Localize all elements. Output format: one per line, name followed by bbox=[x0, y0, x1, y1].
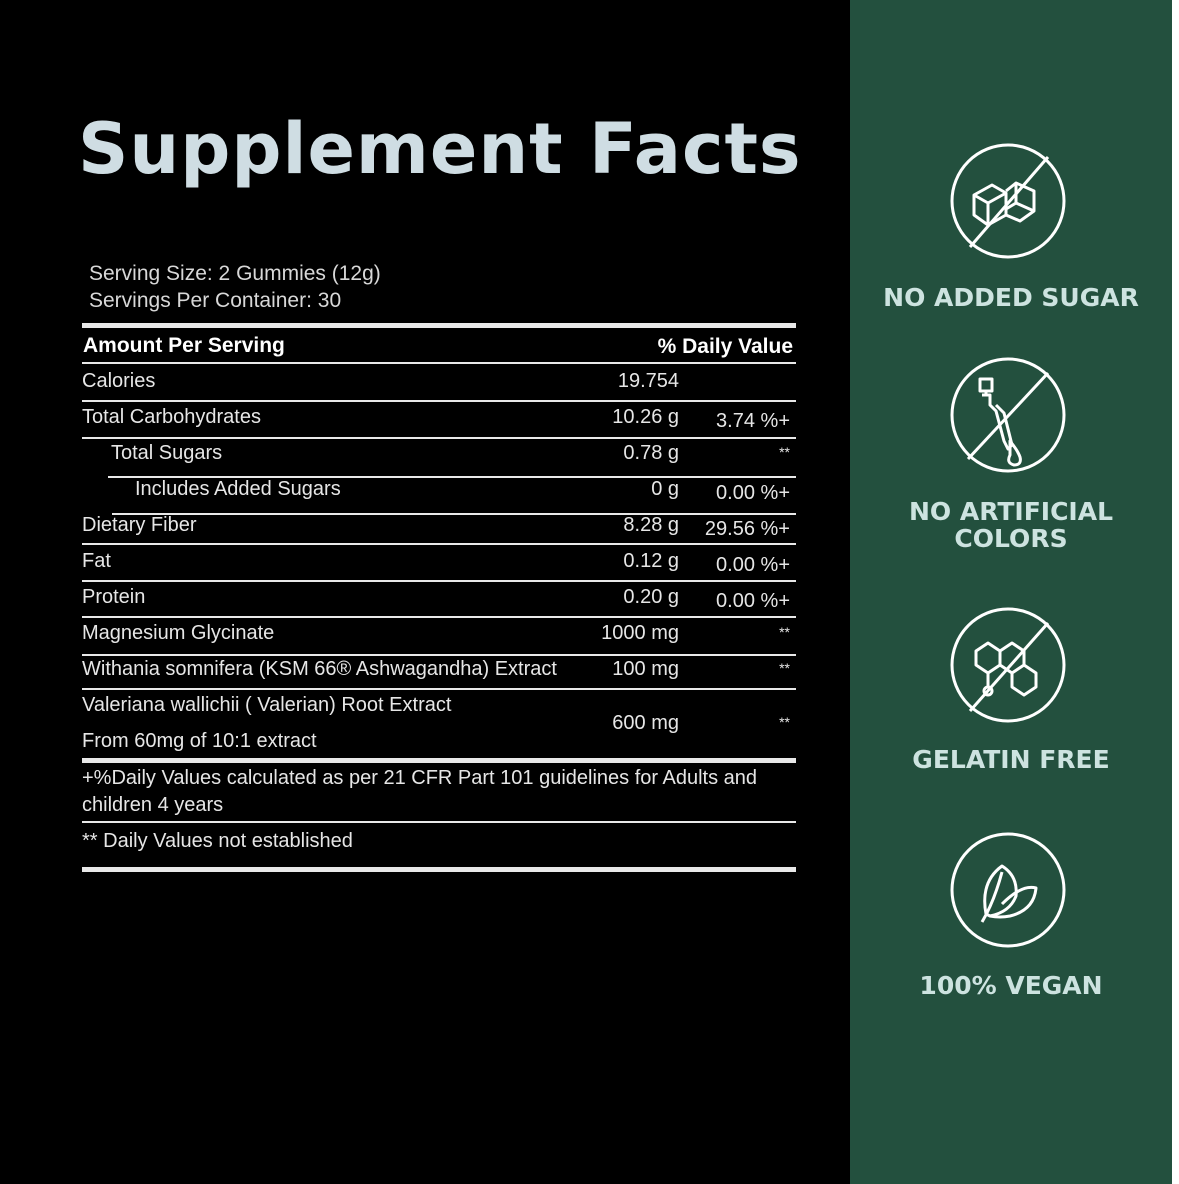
row-name: Total Sugars bbox=[111, 442, 223, 464]
header-daily-value: % Daily Value bbox=[657, 335, 793, 358]
badge-label: GELATIN FREE bbox=[912, 745, 1110, 774]
row-name: Dietary Fiber bbox=[82, 514, 197, 536]
divider bbox=[82, 616, 796, 618]
row-dv: 29.56 %+ bbox=[704, 518, 790, 540]
row-name: Calories bbox=[82, 370, 156, 392]
no-sugar-cube-icon bbox=[950, 143, 1066, 259]
row-dv: 3.74 %+ bbox=[716, 410, 790, 432]
footnote-not-established: ** Daily Values not established bbox=[82, 830, 353, 852]
row-dv: ** bbox=[779, 660, 790, 676]
divider bbox=[82, 758, 796, 763]
row-amount: 8.28 g bbox=[623, 514, 679, 536]
divider bbox=[82, 437, 796, 439]
row-dv: ** bbox=[779, 624, 790, 640]
right-edge-strip bbox=[1172, 0, 1179, 1184]
row-amount: 1000 mg bbox=[601, 622, 679, 644]
row-amount: 0 g bbox=[651, 478, 679, 500]
row-name: Magnesium Glycinate bbox=[82, 622, 275, 644]
badge-label: NO ARTIFICIAL COLORS bbox=[908, 497, 1114, 553]
row-name: Includes Added Sugars bbox=[135, 478, 341, 500]
divider bbox=[112, 513, 796, 515]
leaf-icon bbox=[950, 832, 1066, 948]
no-molecule-icon bbox=[950, 607, 1066, 723]
row-name: Valeriana wallichii ( Valerian) Root Ext… bbox=[82, 694, 452, 716]
divider bbox=[82, 543, 796, 545]
divider bbox=[82, 654, 796, 656]
row-name: Fat bbox=[82, 550, 111, 572]
row-name: Total Carbohydrates bbox=[82, 406, 261, 428]
row-amount: 0.20 g bbox=[623, 586, 679, 608]
badges-panel: NO ADDED SUGAR NO ARTIFICIAL COLORS GELA… bbox=[850, 0, 1172, 1184]
row-dv: 0.00 %+ bbox=[716, 482, 790, 504]
divider bbox=[108, 476, 796, 478]
divider bbox=[82, 688, 796, 690]
divider bbox=[82, 323, 796, 328]
serving-size: Serving Size: 2 Gummies (12g) bbox=[89, 262, 381, 285]
row-dv: 0.00 %+ bbox=[716, 590, 790, 612]
divider bbox=[82, 400, 796, 402]
divider bbox=[82, 867, 796, 872]
servings-per-container: Servings Per Container: 30 bbox=[89, 289, 342, 312]
divider bbox=[82, 580, 796, 582]
badge-label: 100% VEGAN bbox=[919, 971, 1103, 1000]
footnote-daily-values: +%Daily Values calculated as per 21 CFR … bbox=[82, 767, 758, 816]
row-name: Withania somnifera (KSM 66® Ashwagandha)… bbox=[82, 658, 557, 680]
row-dv: ** bbox=[779, 444, 790, 460]
row-subname: From 60mg of 10:1 extract bbox=[82, 730, 317, 752]
row-amount: 0.78 g bbox=[623, 442, 679, 464]
page-title: Supplement Facts bbox=[78, 108, 802, 190]
row-amount: 100 mg bbox=[612, 658, 679, 680]
row-dv: 0.00 %+ bbox=[716, 554, 790, 576]
divider bbox=[82, 821, 796, 823]
row-dv: ** bbox=[779, 714, 790, 730]
row-amount: 0.12 g bbox=[623, 550, 679, 572]
header-amount-per-serving: Amount Per Serving bbox=[83, 334, 285, 357]
row-amount: 19.754 bbox=[617, 370, 679, 392]
row-amount: 600 mg bbox=[612, 712, 679, 734]
row-name: Protein bbox=[82, 586, 146, 608]
badge-label: NO ADDED SUGAR bbox=[883, 283, 1139, 312]
no-dropper-icon bbox=[950, 357, 1066, 473]
divider bbox=[82, 362, 796, 364]
row-amount: 10.26 g bbox=[612, 406, 679, 428]
